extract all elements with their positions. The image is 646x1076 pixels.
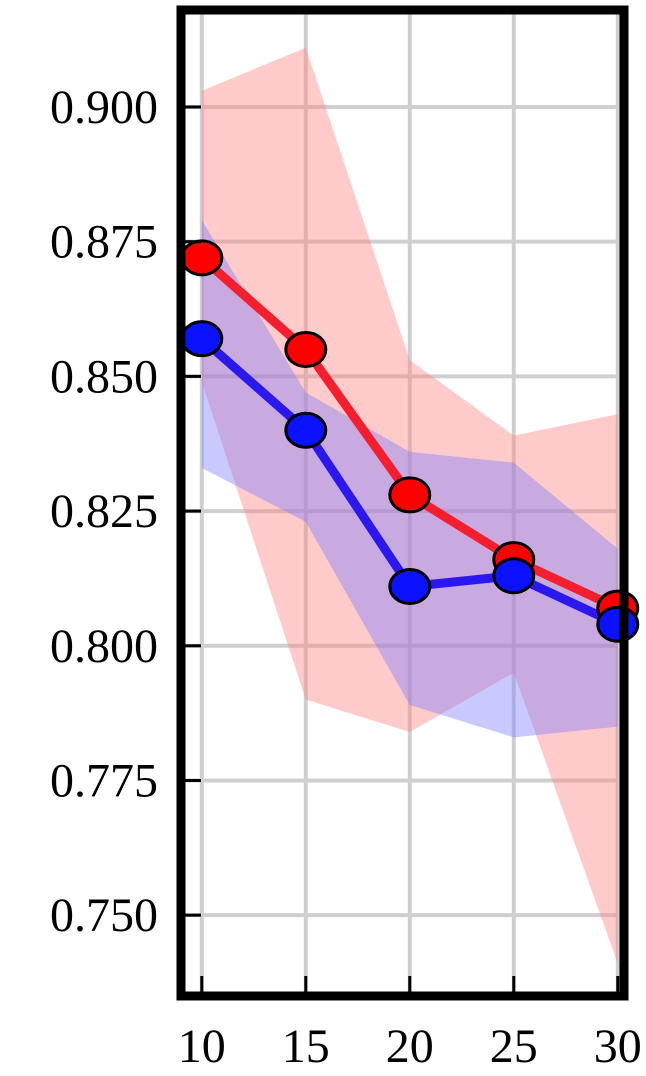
y-tick-label: 0.900	[50, 81, 158, 134]
y-tick-label: 0.825	[50, 485, 158, 538]
y-tick-label: 0.775	[50, 754, 158, 807]
data-point-series-1	[284, 330, 328, 368]
grid	[181, 10, 624, 996]
x-tick-label: 10	[178, 1020, 226, 1073]
y-tick-label: 0.850	[50, 350, 158, 403]
data-point-series-1	[180, 239, 224, 277]
data-point-series-2	[596, 605, 640, 643]
y-tick-label: 0.750	[50, 889, 158, 942]
data-point-series-2	[180, 320, 224, 358]
x-axis-tick-labels: 10 15 20 25 30	[178, 1020, 642, 1073]
y-axis-tick-labels: 0.750 0.775 0.800 0.825 0.850 0.875 0.900	[50, 81, 158, 942]
axis-ticks	[185, 105, 620, 992]
data-point-series-2	[388, 568, 432, 606]
data-point-series-1	[388, 476, 432, 514]
x-tick-label: 20	[386, 1020, 434, 1073]
x-tick-label: 15	[282, 1020, 330, 1073]
data-point-series-2	[284, 411, 328, 449]
x-tick-label: 30	[594, 1020, 642, 1073]
y-tick-label: 0.875	[50, 216, 158, 269]
plot-frame	[176, 5, 629, 1001]
x-tick-label: 25	[490, 1020, 538, 1073]
data-point-series-2	[492, 557, 536, 595]
y-tick-label: 0.800	[50, 620, 158, 673]
